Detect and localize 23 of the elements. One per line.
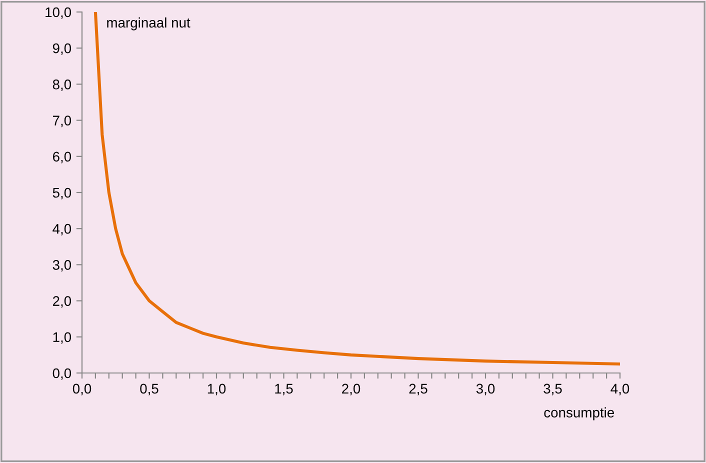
y-tick-label: 2,0: [52, 296, 72, 308]
y-axis-title: marginaal nut: [107, 17, 190, 30]
y-tick-label: 8,0: [52, 80, 72, 92]
y-tick-label: 10,0: [46, 7, 72, 19]
x-tick-label: 0,5: [140, 384, 158, 396]
y-tick-label: 1,0: [53, 332, 72, 344]
y-tick-label: 3,0: [52, 260, 72, 272]
x-tick-label: 2,5: [409, 384, 428, 396]
x-tick-label: 3,5: [544, 384, 562, 396]
y-tick-label: 0,0: [52, 368, 72, 380]
x-tick-label: 1,5: [275, 384, 293, 396]
x-axis-title: consumptie: [544, 407, 614, 420]
x-tick-label: 4,0: [610, 384, 630, 396]
y-tick-label: 5,0: [52, 188, 72, 200]
y-tick-label: 9,0: [52, 43, 72, 55]
line-series: [94, 12, 620, 366]
y-tick-label: 7,0: [52, 116, 72, 128]
y-tick-label: 4,0: [52, 224, 72, 236]
x-tick-label: 2,0: [342, 384, 360, 396]
y-tick-label: 6,0: [52, 152, 72, 164]
x-tick-label: 0,0: [72, 384, 92, 396]
x-tick-label: 3,0: [476, 384, 495, 396]
x-tick-label: 1,0: [208, 384, 226, 396]
